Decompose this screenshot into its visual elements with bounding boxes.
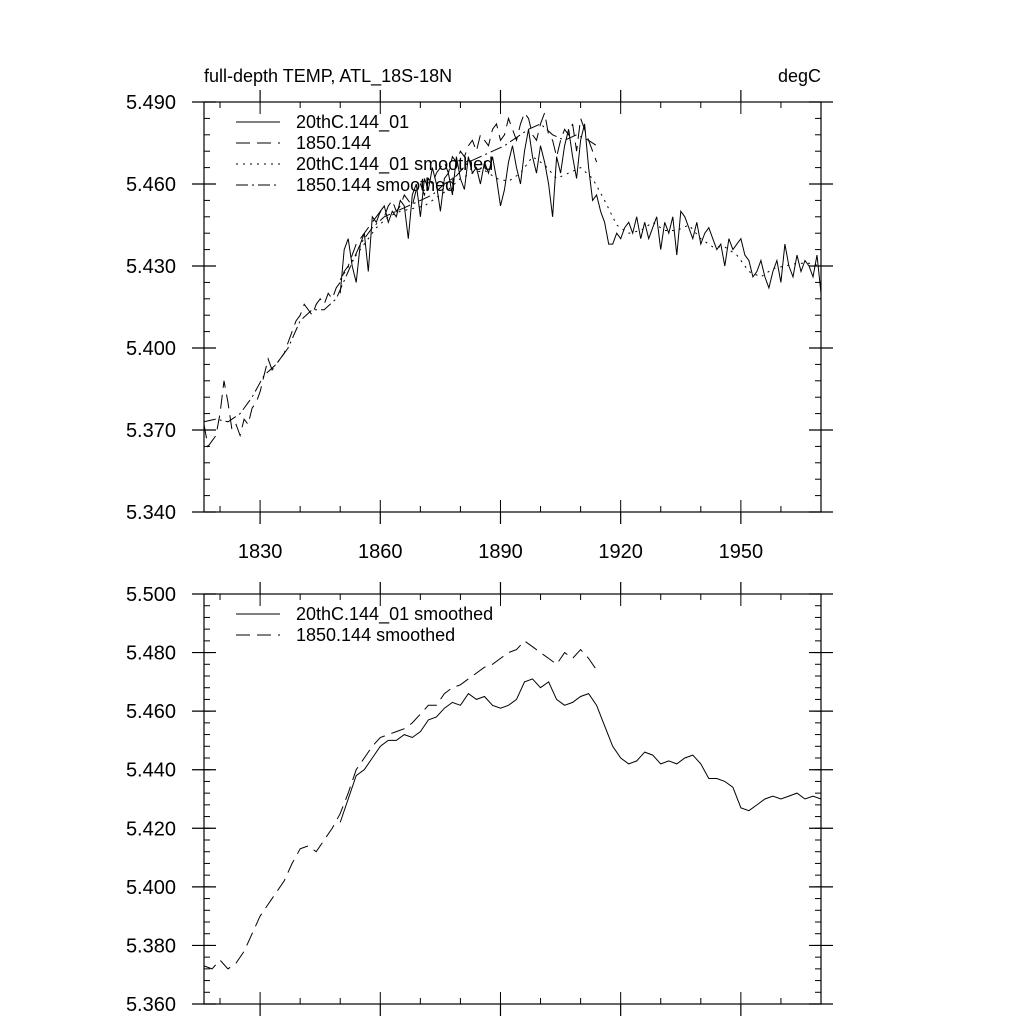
- series-line: [203, 123, 597, 423]
- legend-label: 1850.144 smoothed: [296, 625, 455, 645]
- y-tick-label: 5.340: [126, 502, 176, 524]
- y-tick-label: 5.460: [126, 701, 176, 723]
- y-tick-label: 5.460: [126, 174, 176, 196]
- series-line: [339, 123, 822, 294]
- x-tick-label: 1830: [238, 541, 283, 563]
- bottom-panel: 5.360 5.380 5.400 5.420 5.440 5.460 5.480 5.500…: [126, 582, 833, 1016]
- plot-frame: [203, 101, 822, 513]
- y-tick-label: 5.500: [126, 584, 176, 606]
- y-tick-label: 5.370: [126, 420, 176, 442]
- chart-title: full-depth TEMP, ATL_18S-18N: [204, 66, 452, 87]
- y-tick-label: 5.490: [126, 92, 176, 114]
- series-line: [203, 640, 598, 970]
- x-tick-label: 1890: [478, 541, 523, 563]
- y-tick-label: 5.430: [126, 256, 176, 278]
- y-tick-label: 5.400: [126, 877, 176, 899]
- y-tick-label: 5.400: [126, 338, 176, 360]
- top-panel: full-depth TEMP, ATL_18S-18N degC 5.340 5…: [126, 66, 833, 563]
- y-tick-label: 5.360: [126, 994, 176, 1016]
- y-tick-label: 5.380: [126, 935, 176, 957]
- plot-frame: [203, 593, 822, 1005]
- x-tick-label: 1920: [598, 541, 643, 563]
- series-line: [339, 678, 822, 823]
- legend-label: 1850.144: [296, 133, 371, 153]
- legend-label: 20thC.144_01 smoothed: [296, 154, 493, 175]
- units-label: degC: [778, 66, 821, 86]
- legend-label: 1850.144 smoothed: [296, 175, 455, 195]
- series-line: [339, 156, 822, 280]
- x-tick-label: 1860: [358, 541, 403, 563]
- legend-label: 20thC.144_01: [296, 112, 409, 133]
- y-tick-label: 5.440: [126, 760, 176, 782]
- series-line: [203, 111, 598, 448]
- legend-label: 20thC.144_01 smoothed: [296, 604, 493, 625]
- y-tick-label: 5.420: [126, 818, 176, 840]
- x-tick-label: 1950: [719, 541, 764, 563]
- y-tick-label: 5.480: [126, 643, 176, 665]
